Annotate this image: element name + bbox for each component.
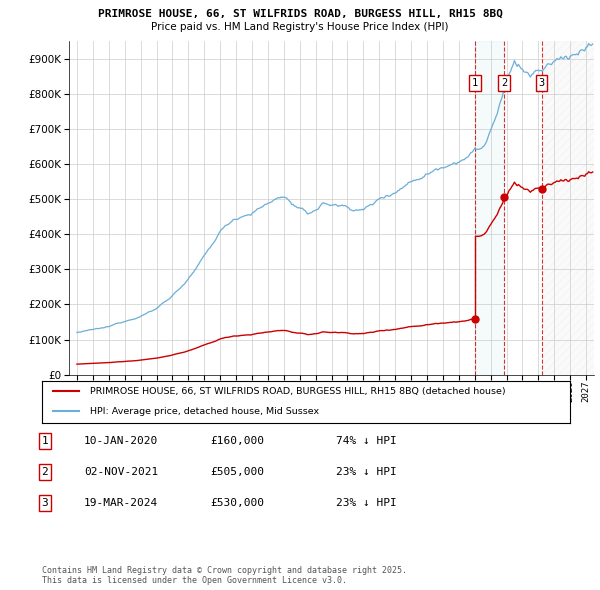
Text: 02-NOV-2021: 02-NOV-2021 (84, 467, 158, 477)
Text: HPI: Average price, detached house, Mid Sussex: HPI: Average price, detached house, Mid … (89, 407, 319, 415)
Text: 1: 1 (41, 437, 49, 446)
Text: 2: 2 (501, 78, 507, 88)
Text: 3: 3 (41, 498, 49, 507)
Text: 23% ↓ HPI: 23% ↓ HPI (336, 498, 397, 507)
Text: Contains HM Land Registry data © Crown copyright and database right 2025.
This d: Contains HM Land Registry data © Crown c… (42, 566, 407, 585)
Text: 10-JAN-2020: 10-JAN-2020 (84, 437, 158, 446)
Text: Price paid vs. HM Land Registry's House Price Index (HPI): Price paid vs. HM Land Registry's House … (151, 22, 449, 32)
Text: 2: 2 (41, 467, 49, 477)
Bar (475, 41, 504, 375)
Text: PRIMROSE HOUSE, 66, ST WILFRIDS ROAD, BURGESS HILL, RH15 8BQ (detached house): PRIMROSE HOUSE, 66, ST WILFRIDS ROAD, BU… (89, 386, 505, 396)
Text: 74% ↓ HPI: 74% ↓ HPI (336, 437, 397, 446)
Text: 23% ↓ HPI: 23% ↓ HPI (336, 467, 397, 477)
Text: £505,000: £505,000 (210, 467, 264, 477)
Text: 3: 3 (539, 78, 545, 88)
Text: PRIMROSE HOUSE, 66, ST WILFRIDS ROAD, BURGESS HILL, RH15 8BQ: PRIMROSE HOUSE, 66, ST WILFRIDS ROAD, BU… (97, 9, 503, 19)
Text: £530,000: £530,000 (210, 498, 264, 507)
Bar (542, 41, 594, 375)
Text: 19-MAR-2024: 19-MAR-2024 (84, 498, 158, 507)
Text: 1: 1 (472, 78, 478, 88)
Text: £160,000: £160,000 (210, 437, 264, 446)
